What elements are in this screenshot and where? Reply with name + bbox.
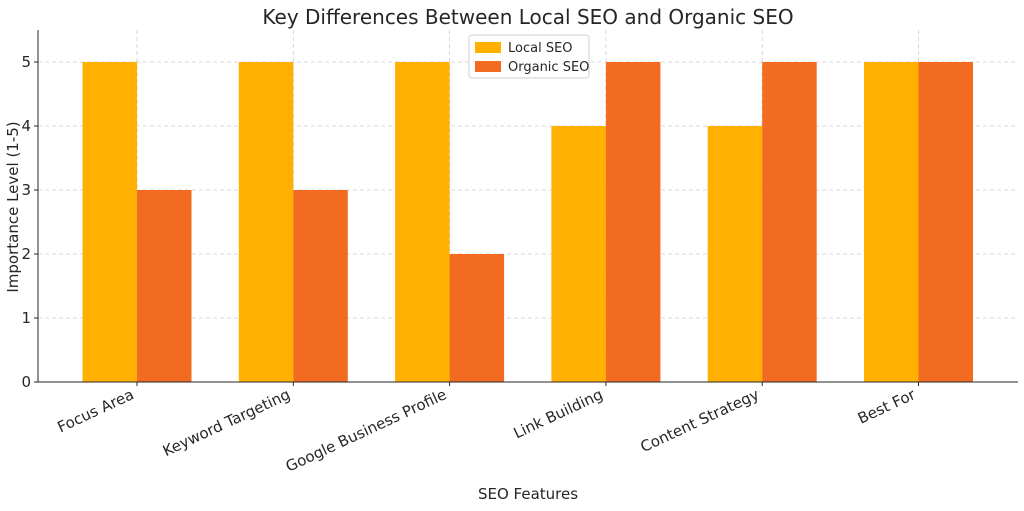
bar-group	[82, 62, 973, 382]
x-tick-label: Keyword Targeting	[160, 385, 293, 460]
chart-title: Key Differences Between Local SEO and Or…	[262, 5, 793, 29]
bar-local-seo	[82, 62, 137, 382]
bar-organic-seo	[605, 62, 661, 382]
bar-local-seo	[707, 126, 763, 382]
bar-local-seo	[551, 126, 606, 382]
bar-organic-seo	[918, 62, 973, 382]
legend-swatch	[475, 42, 501, 53]
y-tick-label: 3	[21, 181, 31, 199]
bar-local-seo	[864, 62, 919, 382]
y-tick-label: 0	[21, 373, 31, 391]
x-tick-label: Google Business Profile	[283, 385, 449, 475]
legend-label: Local SEO	[508, 41, 573, 56]
x-tick-label: Link Building	[511, 385, 606, 442]
y-tick-labels: 0 1 2 3 4 5	[21, 53, 38, 391]
axes	[37, 30, 1018, 383]
y-tick-label: 4	[21, 117, 31, 135]
bar-organic-seo	[137, 190, 192, 382]
y-tick-label: 5	[21, 53, 31, 71]
y-tick-label: 1	[21, 309, 31, 327]
bar-organic-seo	[762, 62, 817, 382]
x-tick-label: Content Strategy	[638, 385, 762, 456]
legend-swatch	[475, 61, 501, 72]
bar-local-seo	[238, 62, 294, 382]
x-axis-label: SEO Features	[478, 485, 578, 503]
x-tick-label: Focus Area	[55, 385, 137, 436]
bar-local-seo	[395, 62, 450, 382]
x-tick-label: Best For	[855, 385, 919, 428]
y-tick-label: 2	[21, 245, 31, 263]
legend: Local SEO Organic SEO	[468, 34, 590, 79]
bar-organic-seo	[449, 254, 505, 382]
y-axis-label: Importance Level (1-5)	[4, 121, 22, 292]
legend-label: Organic SEO	[508, 60, 589, 75]
bar-organic-seo	[293, 190, 348, 382]
